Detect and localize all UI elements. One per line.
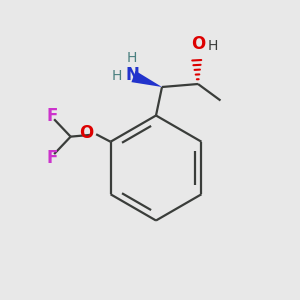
Text: H: H: [112, 69, 122, 83]
Text: F: F: [47, 106, 58, 124]
Polygon shape: [131, 71, 162, 87]
Text: H: H: [127, 51, 137, 65]
Text: N: N: [126, 66, 140, 84]
Text: O: O: [80, 124, 94, 142]
Text: H: H: [208, 39, 218, 53]
Text: O: O: [191, 35, 205, 53]
Text: F: F: [47, 148, 58, 167]
